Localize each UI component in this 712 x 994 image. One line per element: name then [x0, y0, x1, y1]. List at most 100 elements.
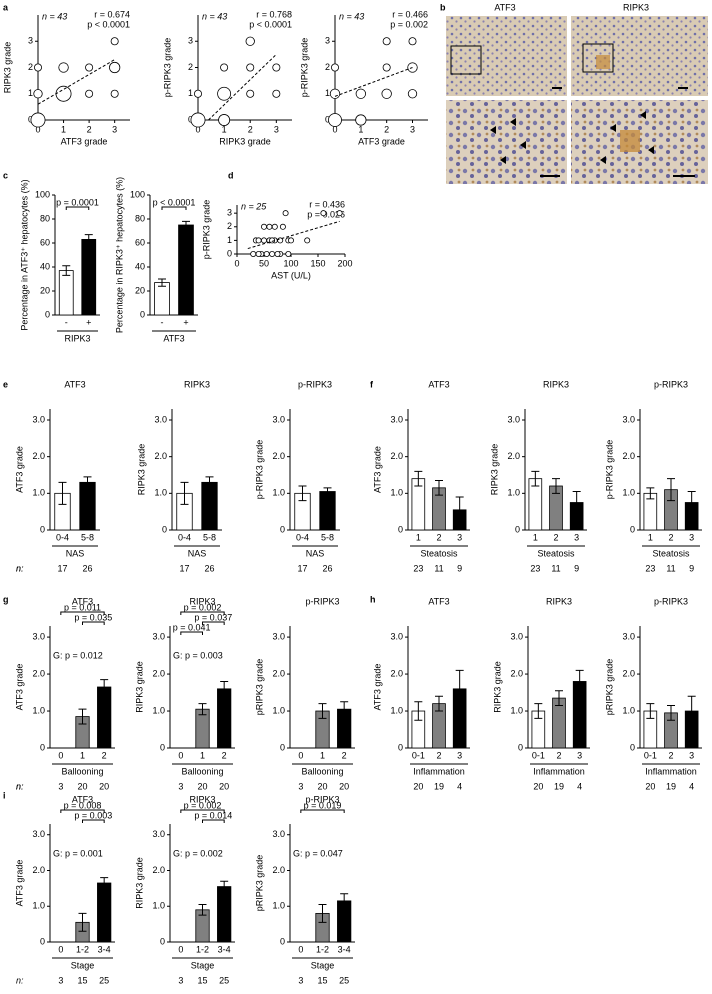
point [330, 63, 339, 72]
x-tick-label: 3-4 [338, 944, 351, 954]
n-count: 23 [413, 563, 423, 573]
x-axis-label: Ballooning [61, 766, 103, 776]
x-tick-label: 1 [320, 750, 325, 760]
bracket-label: p = 0.002 [184, 800, 222, 810]
x-tick-label: 2 [668, 532, 673, 542]
y-axis-label: pRIPK3 grade [254, 659, 264, 716]
n-count: 11 [551, 563, 560, 573]
x-tick-label: 3-4 [218, 944, 231, 954]
y-tick-label: 3.0 [154, 414, 167, 424]
n-count: 9 [689, 563, 694, 573]
bracket [60, 809, 105, 813]
n-count: 20 [77, 781, 87, 791]
bracket-label: p < 0.0001 [153, 197, 196, 207]
x-tick-label: 0 [234, 258, 239, 268]
x-tick-label: 0 [58, 750, 63, 760]
y-tick-label: 2 [325, 62, 330, 72]
n-count: 26 [204, 563, 214, 573]
bracket-label: p = 0.041 [173, 622, 211, 632]
error-bar [667, 704, 675, 721]
trend-line [208, 54, 277, 121]
y-tick-label: 2 [28, 62, 33, 72]
chart-title: p-RIPK3 [654, 379, 688, 389]
x-axis-label: ATF3 grade [358, 136, 405, 146]
error-bar [182, 220, 190, 230]
error-bar [180, 481, 189, 505]
y-tick-label: 40 [40, 261, 50, 271]
x-axis-label: NAS [188, 548, 207, 558]
x-tick-label: 2 [556, 750, 561, 760]
n-count: 23 [530, 563, 540, 573]
chart-title: ATF3 [428, 596, 449, 606]
error-bar [340, 701, 349, 718]
y-axis-label: ATF3 grade [372, 446, 382, 493]
y-tick-label: 0 [398, 742, 403, 752]
y-tick-label: 0 [28, 114, 33, 124]
trend-line [247, 220, 340, 250]
y-tick-label: 1 [325, 88, 330, 98]
panel-letter: c [3, 170, 8, 180]
error-bar [435, 480, 443, 496]
error-bar [435, 695, 443, 712]
y-tick-label: 3 [325, 36, 330, 46]
n-count: 11 [434, 563, 443, 573]
n-count: 9 [457, 563, 462, 573]
y-axis-label: pRIPK3 grade [604, 659, 614, 716]
y-axis-label: RIPK3 grade [2, 42, 12, 94]
point [269, 250, 276, 257]
point [58, 62, 69, 73]
x-tick-label: 3 [274, 124, 279, 134]
n-count: 25 [339, 975, 349, 985]
n-count: 20 [99, 781, 109, 791]
point [279, 223, 286, 230]
point [274, 250, 281, 257]
error-bar [318, 903, 327, 923]
bracket [300, 809, 345, 813]
point [218, 114, 231, 126]
y-tick-label: 2.0 [152, 865, 165, 875]
inset-box [450, 45, 482, 75]
point [381, 88, 392, 99]
y-tick-label: 0 [398, 524, 403, 534]
inset-box [582, 43, 614, 73]
x-tick-label: 200 [337, 258, 352, 268]
n-count: 20 [219, 781, 229, 791]
x-axis-label: AST (U/L) [271, 270, 311, 280]
y-tick-label: 0 [280, 742, 285, 752]
n-count: 3 [298, 781, 303, 791]
point [382, 63, 391, 72]
n-label: n: [16, 563, 24, 573]
error-bar [687, 695, 696, 727]
chart-title: p-RIPK3 [654, 596, 688, 606]
point [255, 237, 262, 244]
bar [81, 238, 97, 316]
micrograph [571, 16, 708, 96]
point [272, 89, 281, 98]
point [336, 210, 343, 217]
bracket [202, 621, 225, 625]
x-tick-label: 0 [298, 944, 303, 954]
annotation: n = 43 [42, 11, 67, 21]
group-p: G: p = 0.047 [293, 848, 343, 858]
error-bar [555, 690, 563, 706]
point [33, 89, 43, 99]
x-tick-label: 50 [259, 258, 269, 268]
y-tick-label: 2.0 [622, 451, 635, 461]
x-axis-label: NAS [306, 548, 325, 558]
y-tick-label: 3 [227, 208, 232, 218]
x-tick-label: 3 [577, 750, 582, 760]
x-axis-label: RIPK3 grade [219, 136, 271, 146]
stat-label: r = 0.466 [392, 9, 428, 19]
y-tick-label: 3.0 [272, 631, 285, 641]
bracket [202, 819, 225, 823]
x-tick-label: 0-1 [644, 750, 657, 760]
n-count: 11 [666, 563, 675, 573]
x-tick-label: 1 [648, 532, 653, 542]
x-tick-label: 5-8 [321, 532, 334, 542]
error-bar [78, 912, 87, 932]
error-bar [62, 265, 71, 276]
point [272, 63, 281, 72]
x-tick-label: 0 [178, 750, 183, 760]
x-tick-label: 3 [574, 532, 579, 542]
y-tick-label: 0 [515, 524, 520, 534]
